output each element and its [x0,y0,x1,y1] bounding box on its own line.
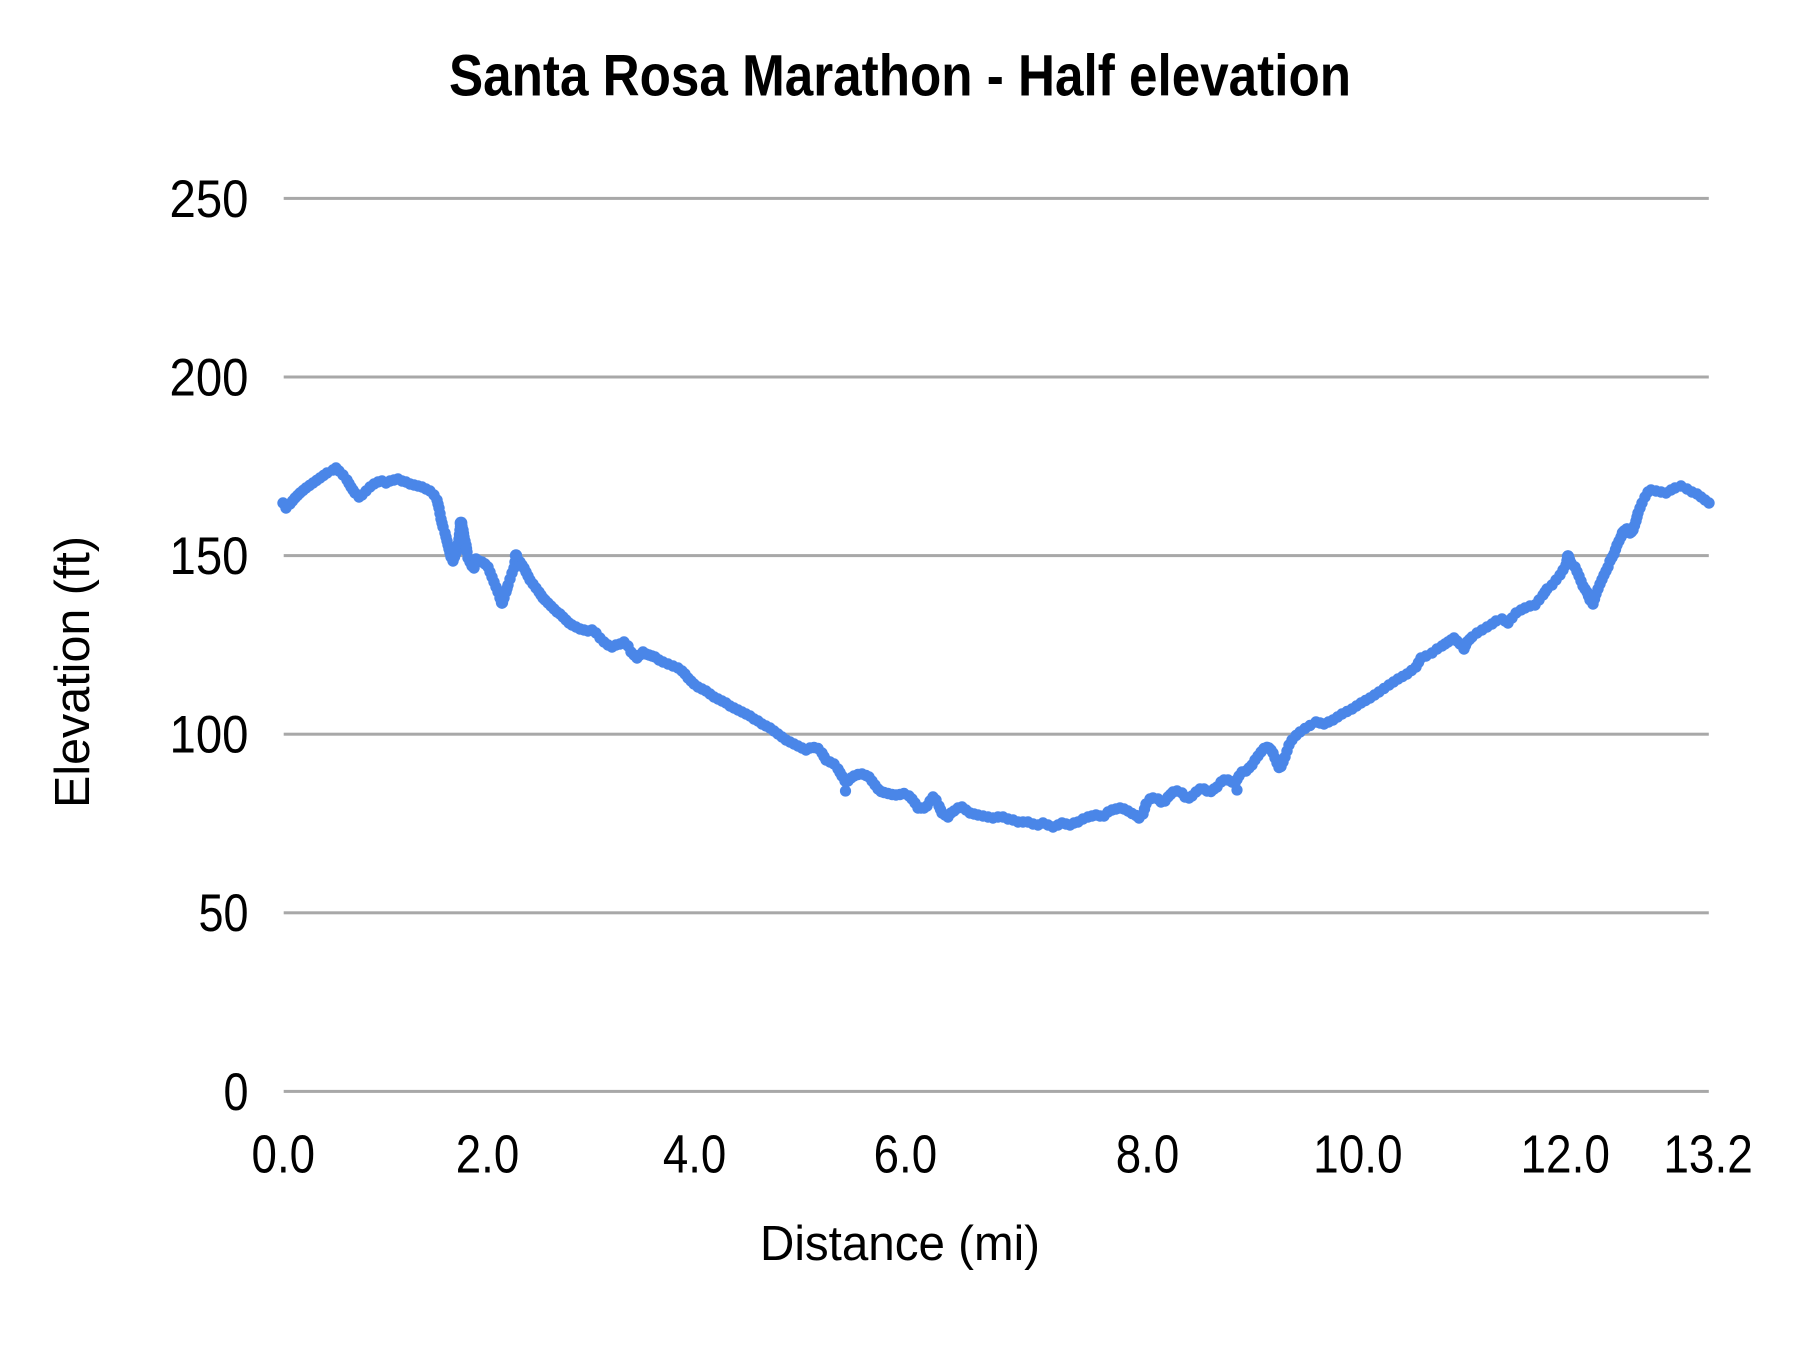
svg-text:0.0: 0.0 [252,1125,316,1185]
svg-text:150: 150 [170,527,249,586]
svg-text:4.0: 4.0 [663,1125,727,1185]
svg-text:100: 100 [170,706,249,765]
svg-text:Elevation (ft): Elevation (ft) [45,536,100,808]
svg-text:2.0: 2.0 [456,1125,520,1185]
svg-text:6.0: 6.0 [874,1125,938,1185]
svg-text:0: 0 [224,1063,249,1122]
svg-text:12.0: 12.0 [1520,1125,1610,1185]
svg-text:8.0: 8.0 [1116,1125,1180,1185]
svg-text:Santa Rosa Marathon - Half ele: Santa Rosa Marathon - Half elevation [449,44,1351,109]
svg-text:Distance (mi): Distance (mi) [760,1216,1040,1271]
svg-text:250: 250 [170,170,249,229]
svg-text:10.0: 10.0 [1313,1125,1403,1185]
svg-text:13.2: 13.2 [1663,1125,1753,1185]
svg-text:50: 50 [199,884,249,943]
svg-text:200: 200 [170,348,249,407]
